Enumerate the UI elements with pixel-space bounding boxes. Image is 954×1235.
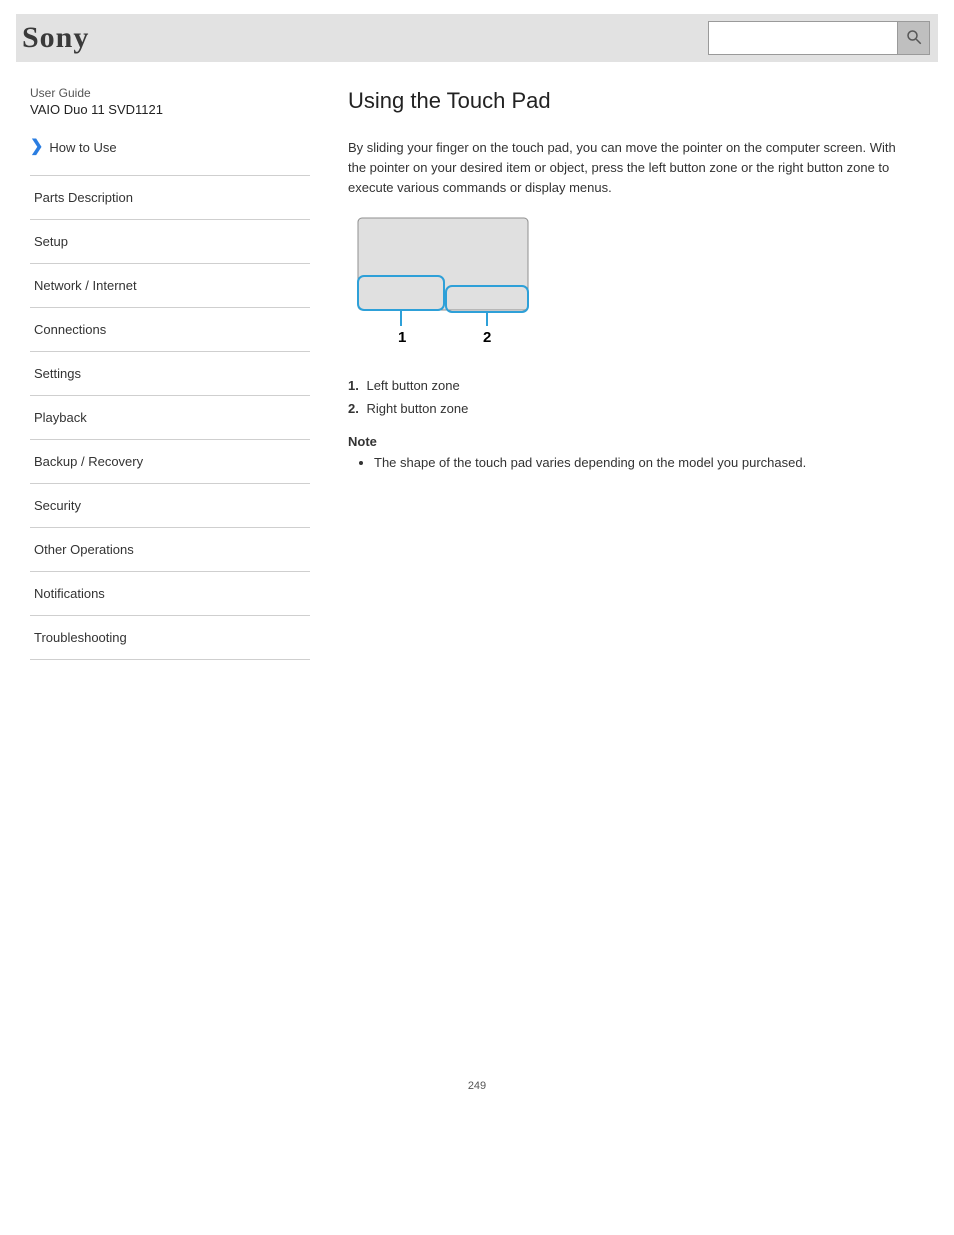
- sidebar-item-backup-recovery[interactable]: Backup / Recovery: [30, 440, 310, 484]
- note-item: The shape of the touch pad varies depend…: [374, 453, 908, 473]
- page-number: 249: [0, 1080, 954, 1112]
- search-wrap: [708, 21, 930, 55]
- search-input[interactable]: [708, 21, 898, 55]
- sidebar-item-parts-description[interactable]: Parts Description: [30, 176, 310, 220]
- legend-num-1: 1.: [348, 378, 359, 393]
- svg-text:1: 1: [398, 329, 406, 346]
- svg-text:2: 2: [483, 329, 491, 346]
- chevron-right-icon: ❯: [30, 139, 43, 155]
- content: Using the Touch Pad By sliding your fing…: [310, 86, 924, 660]
- note-heading: Note: [348, 434, 924, 449]
- touchpad-diagram: 1 2: [352, 214, 924, 357]
- sidebar-item-playback[interactable]: Playback: [30, 396, 310, 440]
- topbar: Sony: [16, 14, 938, 62]
- sidebar-nav: Parts Description Setup Network / Intern…: [30, 175, 310, 660]
- intro-text: By sliding your finger on the touch pad,…: [348, 138, 908, 198]
- brand-logo: Sony: [22, 21, 89, 55]
- legend: 1. Left button zone 2. Right button zone: [348, 375, 924, 419]
- search-button[interactable]: [898, 21, 930, 55]
- legend-text-1: Left button zone: [366, 378, 459, 393]
- how-to-use-label: How to Use: [49, 140, 116, 155]
- legend-item-2: 2. Right button zone: [348, 398, 924, 420]
- sidebar: User Guide VAIO Duo 11 SVD1121 ❯ How to …: [30, 86, 310, 660]
- note-list: The shape of the touch pad varies depend…: [348, 453, 908, 473]
- how-to-use-link[interactable]: ❯ How to Use: [30, 139, 310, 155]
- guide-label: User Guide: [30, 86, 310, 100]
- search-icon: [905, 28, 923, 49]
- sidebar-item-notifications[interactable]: Notifications: [30, 572, 310, 616]
- sidebar-item-troubleshooting[interactable]: Troubleshooting: [30, 616, 310, 660]
- sidebar-item-connections[interactable]: Connections: [30, 308, 310, 352]
- legend-text-2: Right button zone: [366, 401, 468, 416]
- sidebar-item-other-operations[interactable]: Other Operations: [30, 528, 310, 572]
- sidebar-item-network-internet[interactable]: Network / Internet: [30, 264, 310, 308]
- page-title: Using the Touch Pad: [348, 88, 924, 114]
- sidebar-item-settings[interactable]: Settings: [30, 352, 310, 396]
- model-name: VAIO Duo 11 SVD1121: [30, 102, 310, 117]
- legend-num-2: 2.: [348, 401, 359, 416]
- legend-item-1: 1. Left button zone: [348, 375, 924, 397]
- sidebar-item-security[interactable]: Security: [30, 484, 310, 528]
- sidebar-item-setup[interactable]: Setup: [30, 220, 310, 264]
